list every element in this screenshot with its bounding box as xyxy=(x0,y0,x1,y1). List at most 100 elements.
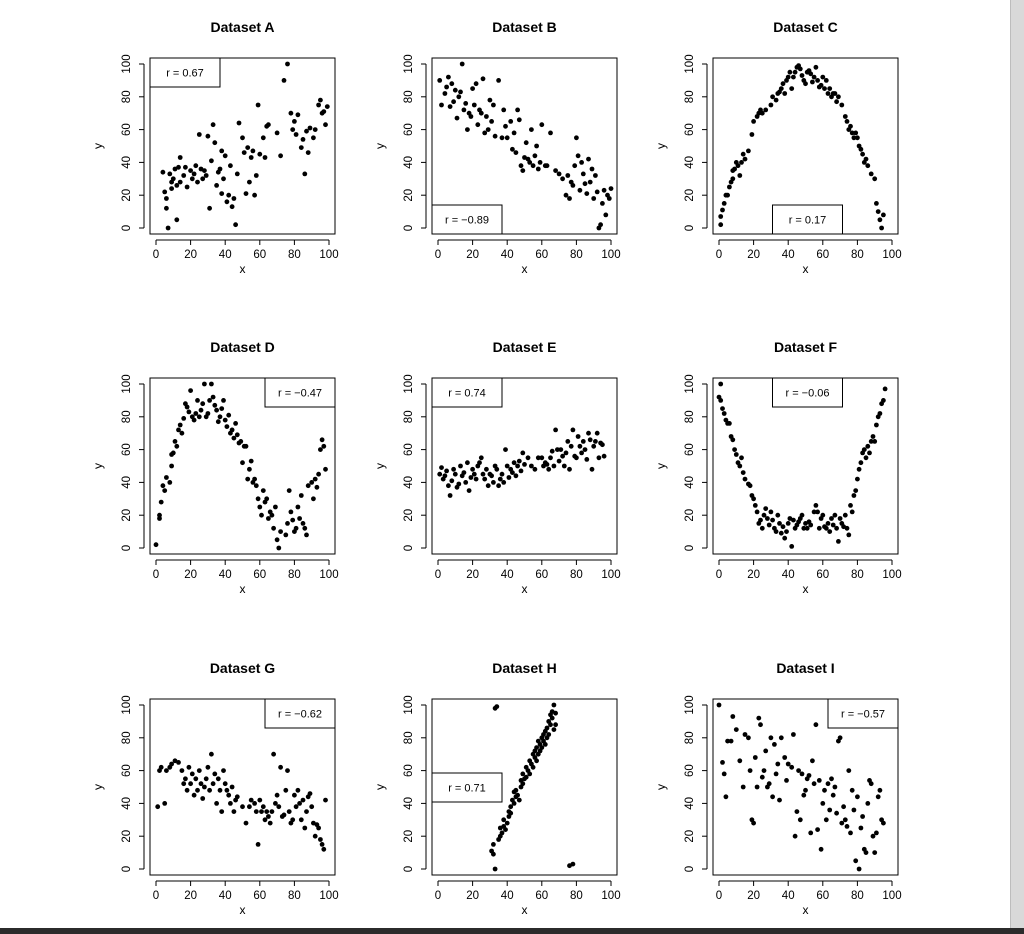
y-axis-title: y xyxy=(654,784,668,790)
data-point xyxy=(243,443,249,449)
data-point xyxy=(241,150,247,156)
data-point xyxy=(520,168,526,174)
data-point xyxy=(480,76,486,82)
correlation-box xyxy=(149,57,221,88)
data-point xyxy=(868,171,874,177)
data-point xyxy=(586,156,591,162)
data-point xyxy=(437,78,443,83)
data-point xyxy=(553,710,558,716)
data-point xyxy=(754,784,760,790)
data-point xyxy=(195,179,200,185)
y-tick-label: 0 xyxy=(403,866,415,872)
data-point xyxy=(160,169,166,175)
panel-title: Dataset F xyxy=(774,339,837,355)
y-tick-label: 80 xyxy=(684,90,696,103)
data-point xyxy=(827,807,833,813)
data-point xyxy=(307,125,313,131)
data-point xyxy=(248,797,254,803)
data-point xyxy=(262,817,268,823)
data-point xyxy=(553,722,558,728)
correlation-box xyxy=(827,698,899,729)
data-point xyxy=(751,119,756,124)
data-point xyxy=(200,796,206,801)
x-tick-label: 40 xyxy=(219,569,232,581)
y-tick-label: 100 xyxy=(121,374,133,393)
data-point xyxy=(304,809,309,814)
data-point xyxy=(222,153,228,159)
data-point xyxy=(497,476,503,482)
data-point xyxy=(542,742,548,747)
y-tick-label: 20 xyxy=(121,830,133,843)
data-point xyxy=(177,155,183,160)
data-point xyxy=(304,532,309,538)
x-axis-title: x xyxy=(240,262,246,276)
data-point xyxy=(510,146,515,152)
data-point xyxy=(446,74,451,80)
data-point xyxy=(513,150,519,156)
data-point xyxy=(601,187,607,193)
data-point xyxy=(759,525,765,531)
data-point xyxy=(248,458,254,464)
data-point xyxy=(778,735,784,741)
y-tick-label: 60 xyxy=(121,123,133,136)
y-tick-label: 100 xyxy=(403,374,415,393)
viewer-scrollbar-gutter[interactable] xyxy=(1010,0,1024,934)
y-tick-label: 0 xyxy=(403,225,415,231)
data-point xyxy=(465,127,470,132)
data-point xyxy=(496,483,501,489)
data-point xyxy=(164,475,169,480)
data-point xyxy=(523,774,529,780)
data-point xyxy=(307,791,313,796)
data-point xyxy=(153,542,159,548)
data-point xyxy=(575,153,581,159)
data-point xyxy=(875,209,881,215)
data-point xyxy=(737,758,743,764)
data-point xyxy=(200,401,206,407)
data-point xyxy=(461,470,467,475)
data-point xyxy=(766,781,772,787)
correlation-label: r = −0.06 xyxy=(785,388,829,400)
data-point xyxy=(504,820,510,826)
data-point xyxy=(778,530,784,536)
correlation-label: r = −0.57 xyxy=(841,709,885,721)
data-point xyxy=(820,801,826,806)
data-point xyxy=(247,804,252,810)
data-point xyxy=(518,468,524,474)
data-point xyxy=(318,97,323,103)
data-point xyxy=(718,222,724,228)
y-tick-label: 0 xyxy=(684,225,696,231)
data-point xyxy=(196,768,202,773)
data-point xyxy=(770,517,775,523)
correlation-label: r = 0.74 xyxy=(448,388,486,400)
data-point xyxy=(236,120,242,126)
data-point xyxy=(820,74,826,80)
x-tick-label: 100 xyxy=(882,890,901,902)
data-point xyxy=(209,158,214,164)
y-tick-label: 20 xyxy=(121,509,133,522)
data-point xyxy=(473,81,479,87)
data-point xyxy=(181,416,187,421)
x-tick-label: 0 xyxy=(435,890,441,902)
data-point xyxy=(292,119,297,124)
data-point xyxy=(276,545,282,551)
data-point xyxy=(286,809,292,814)
data-point xyxy=(240,135,245,141)
data-point xyxy=(210,394,216,400)
data-point xyxy=(231,809,237,814)
data-point xyxy=(172,439,178,444)
data-point xyxy=(842,114,848,119)
data-point xyxy=(179,768,185,773)
y-tick-label: 60 xyxy=(403,123,415,136)
data-point xyxy=(198,781,204,787)
data-point xyxy=(290,127,296,132)
data-point xyxy=(587,437,593,443)
x-tick-label: 100 xyxy=(319,890,338,902)
data-point xyxy=(830,792,836,798)
data-point xyxy=(305,483,311,489)
data-point xyxy=(751,820,756,826)
data-point xyxy=(281,812,287,818)
data-point xyxy=(193,411,199,416)
y-tick-label: 40 xyxy=(121,476,133,489)
y-axis-title: y xyxy=(91,784,105,790)
data-point xyxy=(523,140,529,146)
